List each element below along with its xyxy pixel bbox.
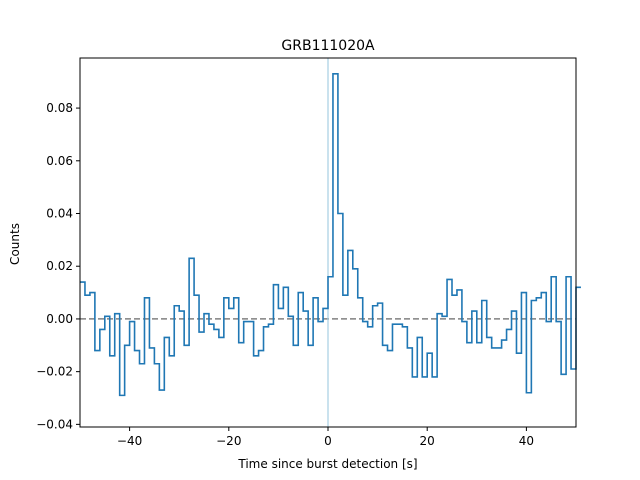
x-tick-label: 40 [519,434,534,448]
chart-title: GRB111020A [281,38,375,54]
x-tick-label: 0 [324,434,332,448]
x-tick-label: 20 [420,434,435,448]
y-tick-label: −0.04 [36,417,73,431]
x-axis-label: Time since burst detection [s] [237,457,417,471]
y-tick-label: 0.06 [46,154,73,168]
axes-frame [79,57,577,428]
y-tick-label: 0.04 [46,207,73,221]
ticks-layer: −40 −20 0 20 40 −0.04 −0.02 0.00 0.02 0.04 0.06 0.0… [36,101,534,448]
y-axis-label: Counts [8,223,22,265]
y-tick-label: 0.02 [46,259,73,273]
y-tick-label: −0.02 [36,365,73,379]
plot-layer [80,58,581,427]
x-tick-label: −20 [216,434,241,448]
x-tick-label: −40 [117,434,142,448]
counts-step-series [80,73,581,397]
y-tick-label: 0.08 [46,101,73,115]
y-tick-label: 0.00 [46,312,73,326]
